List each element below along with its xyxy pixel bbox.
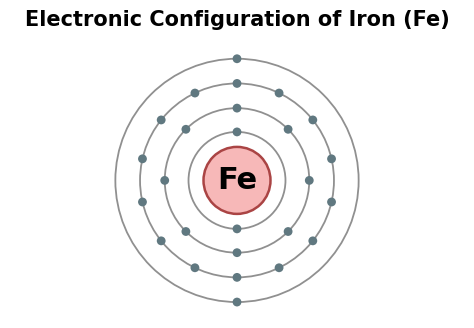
Circle shape <box>138 197 147 206</box>
Circle shape <box>191 89 200 97</box>
Circle shape <box>233 224 241 233</box>
Circle shape <box>233 273 241 282</box>
Circle shape <box>309 115 317 124</box>
Circle shape <box>191 263 200 272</box>
Circle shape <box>138 154 147 163</box>
Circle shape <box>233 297 241 306</box>
Circle shape <box>327 197 336 206</box>
Circle shape <box>274 263 283 272</box>
Circle shape <box>233 248 241 257</box>
Circle shape <box>274 89 283 97</box>
Circle shape <box>309 236 317 245</box>
Circle shape <box>233 128 241 136</box>
Circle shape <box>160 176 169 185</box>
Circle shape <box>284 227 292 236</box>
Circle shape <box>284 125 292 134</box>
Circle shape <box>233 54 241 63</box>
Circle shape <box>203 147 271 214</box>
Circle shape <box>157 236 165 245</box>
Circle shape <box>305 176 314 185</box>
Circle shape <box>157 115 165 124</box>
Circle shape <box>182 125 190 134</box>
Text: Electronic Configuration of Iron (Fe): Electronic Configuration of Iron (Fe) <box>25 10 449 30</box>
Circle shape <box>327 154 336 163</box>
Circle shape <box>182 227 190 236</box>
Circle shape <box>233 79 241 88</box>
Circle shape <box>233 104 241 113</box>
Text: Fe: Fe <box>217 166 257 195</box>
